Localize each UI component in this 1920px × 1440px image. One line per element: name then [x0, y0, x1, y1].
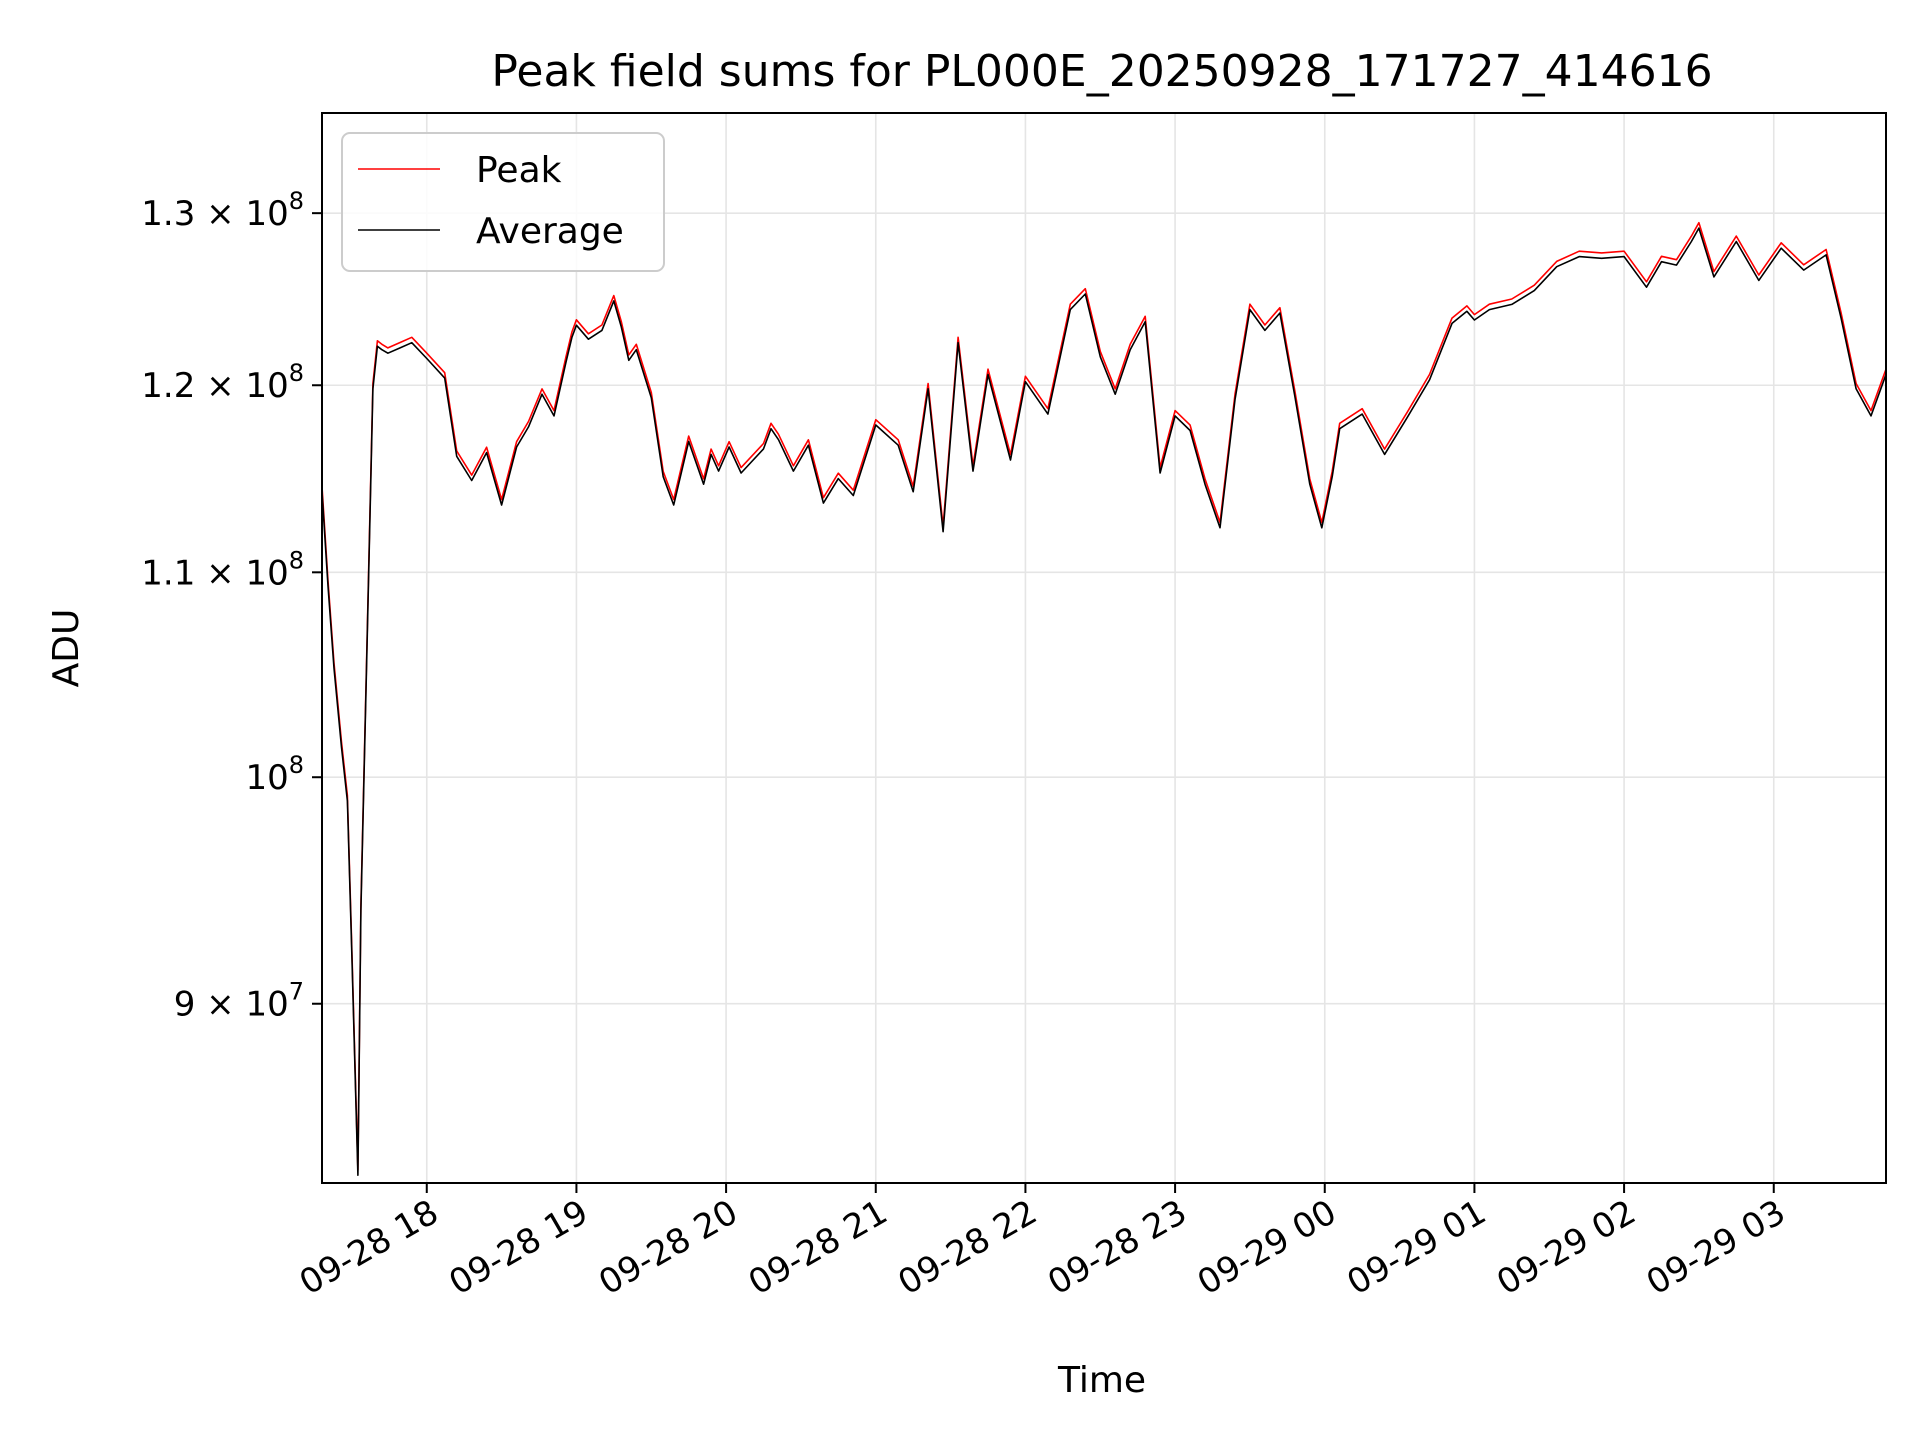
- y-tick-label: 1.2 × 108: [141, 359, 304, 406]
- y-tick-mantissa: 1.1 × 10: [141, 553, 288, 593]
- series-line-average: [321, 227, 1887, 1176]
- legend-label-peak: Peak: [476, 150, 562, 191]
- legend-label-average: Average: [476, 211, 624, 252]
- y-tick-exponent: 8: [289, 546, 304, 574]
- y-tick-mantissa: 1.2 × 10: [141, 366, 288, 406]
- x-tick-label: 09-29 03: [1640, 1192, 1792, 1303]
- y-tick-mantissa: 10: [245, 758, 288, 798]
- y-tick-exponent: 8: [289, 187, 304, 215]
- y-tick-label: 1.1 × 108: [141, 546, 304, 593]
- x-tick-label: 09-29 01: [1341, 1192, 1493, 1303]
- legend: Peak Average: [341, 132, 665, 272]
- chart-title: Peak field sums for PL000E_20250928_1717…: [491, 46, 1712, 97]
- x-tick-label: 09-28 21: [742, 1192, 894, 1303]
- x-axis-label: Time: [1057, 1360, 1146, 1401]
- y-tick-mantissa: 9 × 10: [174, 985, 289, 1025]
- y-tick-exponent: 8: [289, 751, 304, 779]
- x-tick-label: 09-29 00: [1191, 1192, 1343, 1303]
- y-tick-label: 1.3 × 108: [141, 187, 304, 234]
- y-tick-label: 108: [245, 751, 304, 798]
- legend-box: [341, 132, 665, 272]
- x-tick-label: 09-29 02: [1490, 1192, 1642, 1303]
- x-tick-label: 09-28 22: [892, 1192, 1044, 1303]
- grid-lines: [322, 113, 1886, 1183]
- x-tick-label: 09-28 23: [1041, 1192, 1193, 1303]
- x-tick-label: 09-28 20: [592, 1192, 744, 1303]
- series-lines: [321, 221, 1887, 1176]
- y-tick-exponent: 8: [289, 359, 304, 387]
- y-tick-label: 9 × 107: [174, 978, 304, 1025]
- y-tick-exponent: 7: [289, 978, 304, 1006]
- y-axis-label: ADU: [46, 609, 87, 688]
- x-tick-label: 09-28 19: [443, 1192, 595, 1303]
- plot-area-frame: [321, 112, 1887, 1184]
- y-tick-mantissa: 1.3 × 10: [141, 194, 288, 234]
- x-tick-label: 09-28 18: [293, 1192, 445, 1303]
